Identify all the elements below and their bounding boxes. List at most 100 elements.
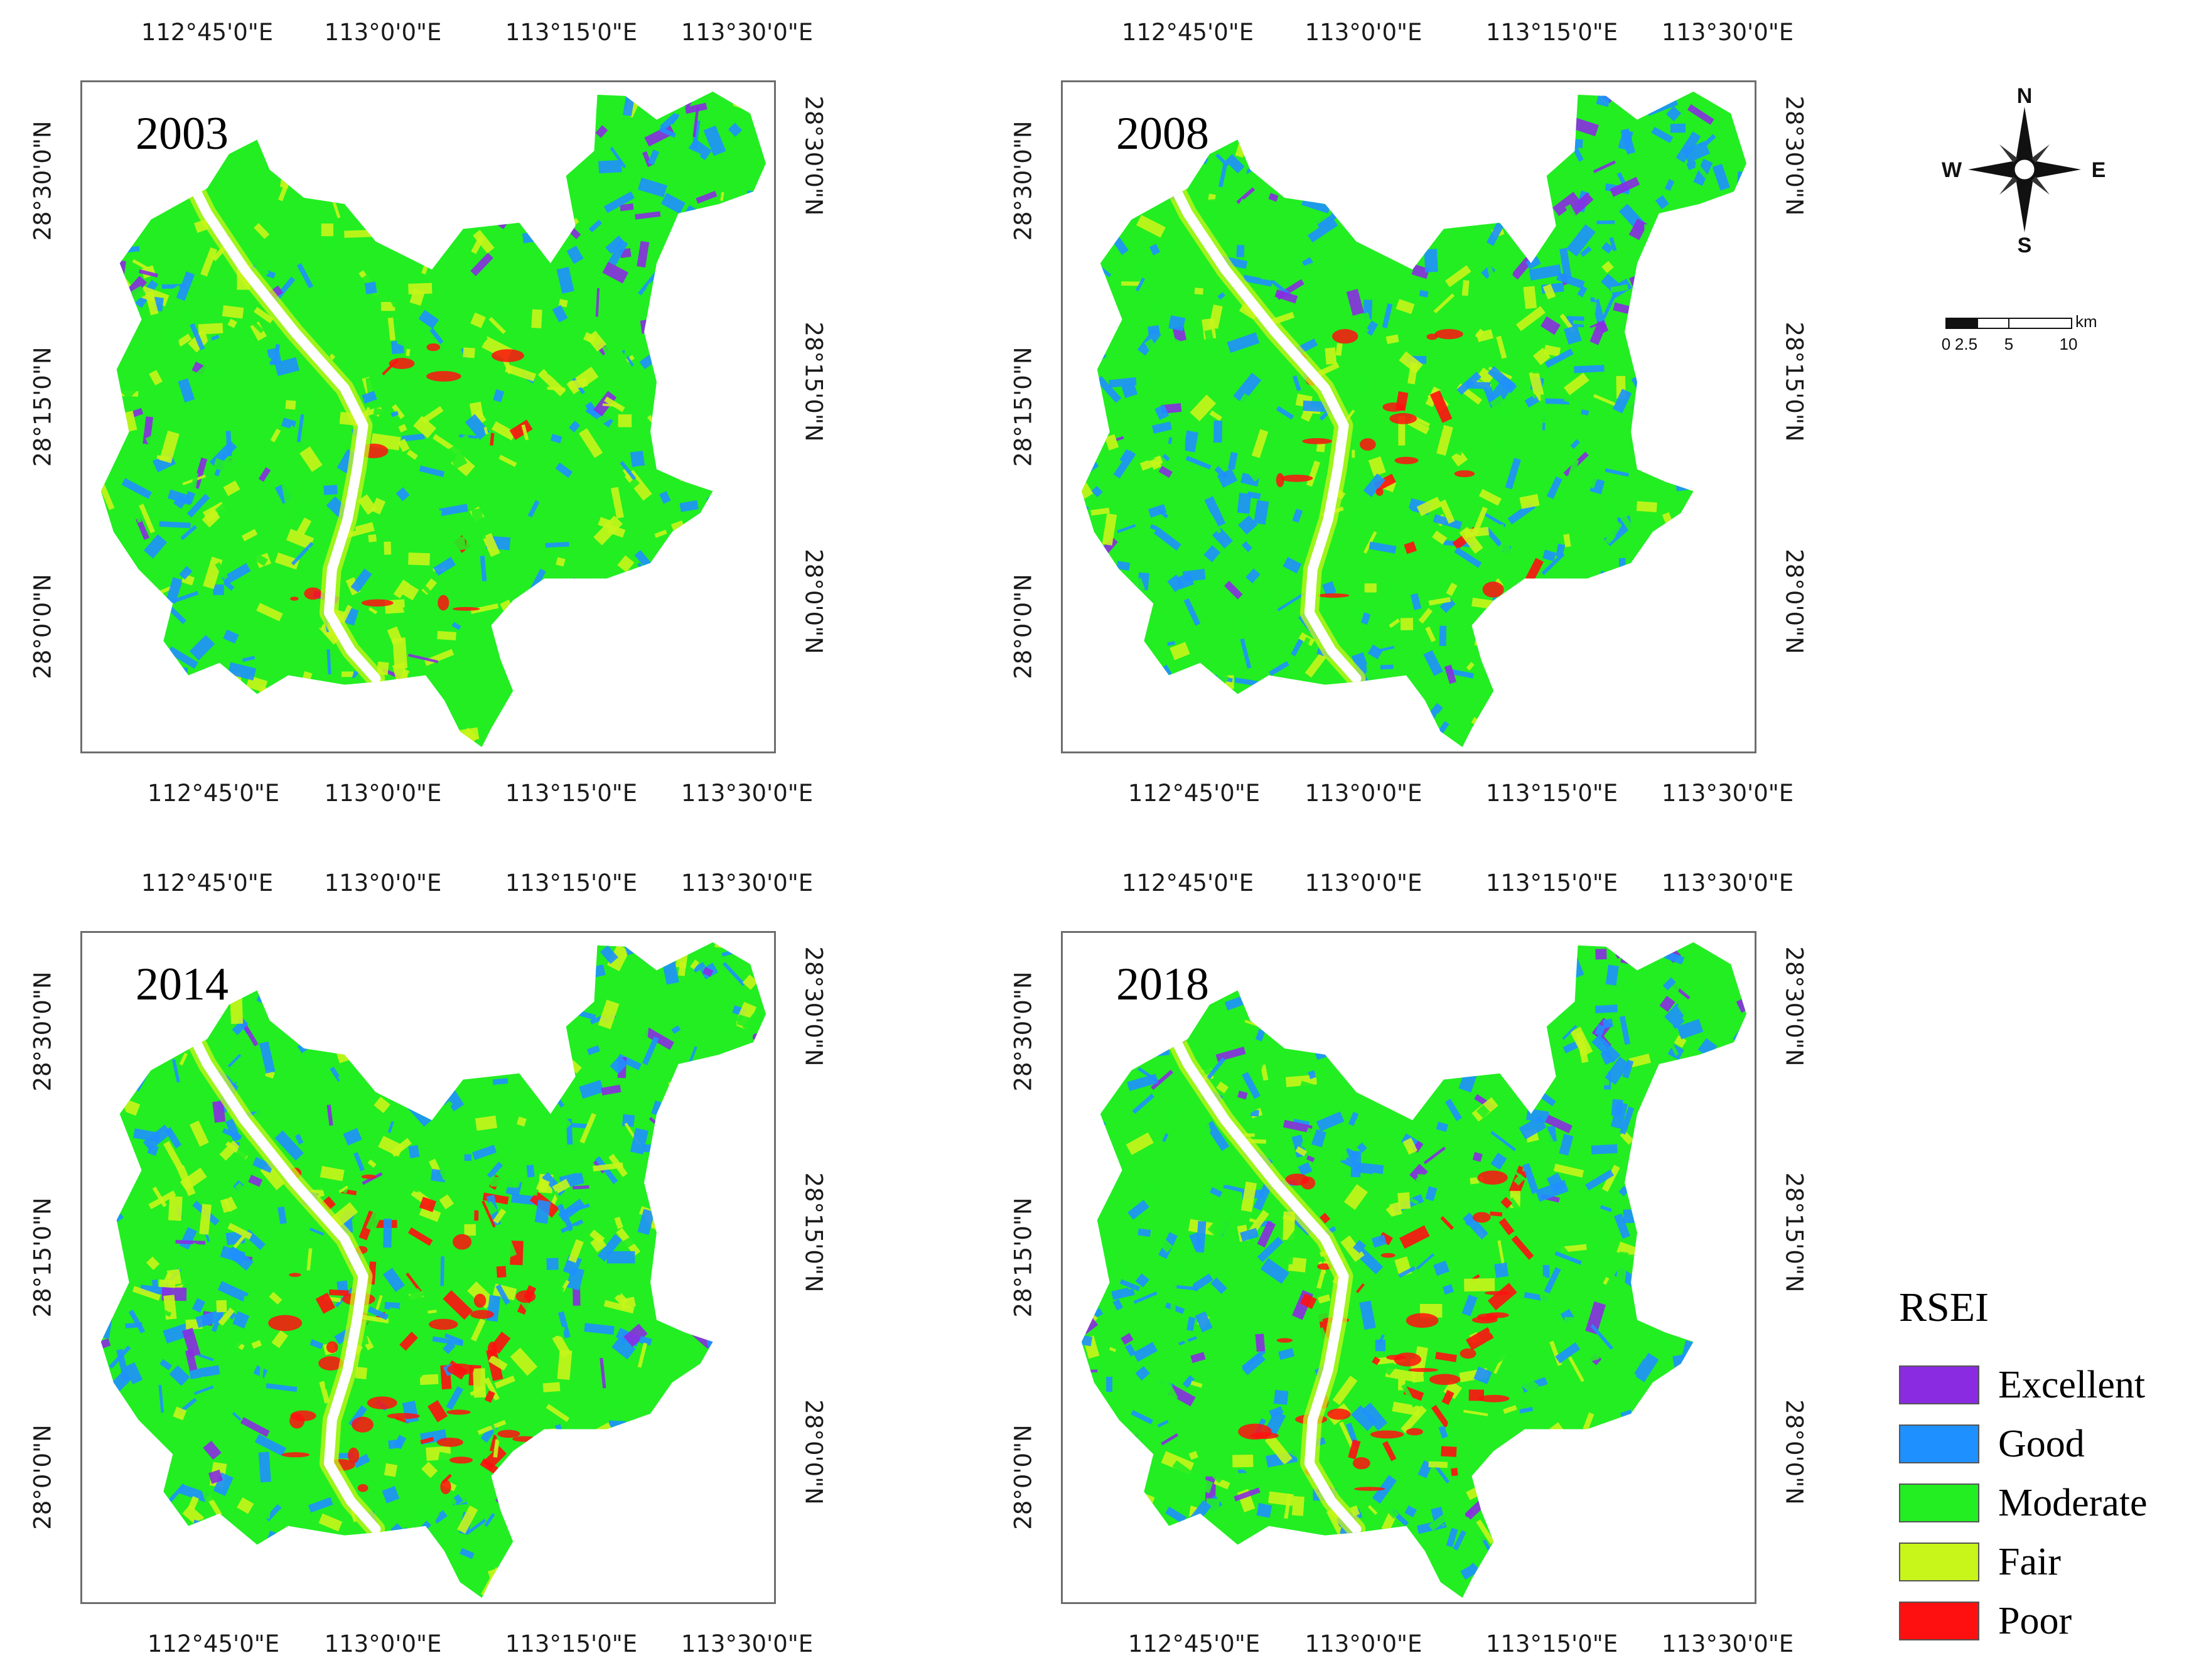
longitude-tick-bottom: 113°15'0"E (505, 780, 638, 807)
latitude-tick-left: 28°15'0"N (1009, 1197, 1037, 1318)
latitude-tick-right: 28°15'0"N (800, 1172, 827, 1293)
panel-year-label: 2008 (1116, 108, 1209, 159)
latitude-tick-right: 28°0'0"N (800, 549, 827, 654)
latitude-tick-left: 28°0'0"N (1009, 574, 1037, 679)
longitude-tick-bottom: 113°30'0"E (1661, 1630, 1794, 1657)
map-panel-2008: 2008 (1061, 80, 1756, 753)
panel-year-label: 2014 (136, 959, 229, 1010)
latitude-tick-left: 28°0'0"N (29, 1424, 56, 1530)
latitude-tick-left: 28°15'0"N (29, 1197, 56, 1318)
north-arrow-compass-icon: N S W E (1937, 84, 2112, 257)
longitude-tick-top: 113°15'0"E (1485, 19, 1618, 46)
latitude-tick-right: 28°15'0"N (800, 321, 827, 442)
legend-item: Poor (1899, 1599, 2188, 1643)
compass-east-label: E (2092, 158, 2106, 182)
legend-label: Good (1998, 1422, 2085, 1465)
longitude-tick-bottom: 113°0'0"E (324, 780, 442, 807)
compass-north-label: N (2017, 88, 2033, 108)
river (1170, 1034, 1362, 1534)
latitude-tick-right: 28°0'0"N (1780, 549, 1808, 654)
rsei-map (1081, 91, 1746, 748)
rsei-map (100, 91, 766, 748)
latitude-tick-left: 28°15'0"N (29, 347, 56, 467)
longitude-tick-bottom: 113°30'0"E (680, 780, 814, 807)
longitude-tick-bottom: 112°45'0"E (147, 780, 280, 807)
longitude-tick-bottom: 113°15'0"E (505, 1630, 638, 1657)
scale-label: 5 (2004, 335, 2013, 353)
legend-swatch (1899, 1424, 1979, 1463)
longitude-tick-top: 113°30'0"E (1661, 870, 1794, 897)
longitude-tick-bottom: 112°45'0"E (1127, 1630, 1261, 1657)
scale-unit: km (2075, 312, 2097, 331)
map-panel-2003: 2003 (80, 80, 776, 753)
longitude-tick-bottom: 113°30'0"E (680, 1630, 814, 1657)
region-base (100, 91, 766, 748)
legend: RSEI Excellent Good Moderate Fair Poor (1899, 1284, 2188, 1658)
legend-title: RSEI (1899, 1284, 1989, 1330)
legend-item: Fair (1899, 1540, 2188, 1584)
river (190, 1034, 381, 1534)
longitude-tick-bottom: 113°15'0"E (1485, 780, 1618, 807)
longitude-tick-top: 113°0'0"E (324, 870, 442, 897)
scale-bar: km 0 2.5 5 10 (1940, 311, 2103, 367)
legend-swatch (1899, 1483, 1979, 1522)
latitude-tick-left: 28°30'0"N (1009, 971, 1037, 1092)
legend-label: Fair (1998, 1540, 2061, 1583)
longitude-tick-top: 113°30'0"E (1661, 19, 1794, 46)
legend-swatch (1899, 1602, 1979, 1640)
map-panel-2014: 2014 (80, 931, 776, 1604)
longitude-tick-bottom: 113°15'0"E (1485, 1630, 1618, 1657)
legend-item: Good (1899, 1422, 2188, 1466)
map-panel-2018: 2018 (1061, 931, 1756, 1604)
longitude-tick-top: 113°30'0"E (680, 19, 814, 46)
compass-west-label: W (1942, 158, 1962, 182)
longitude-tick-bottom: 112°45'0"E (1127, 780, 1261, 807)
longitude-tick-top: 113°0'0"E (1304, 19, 1423, 46)
rsei-map (1081, 942, 1746, 1598)
longitude-tick-top: 112°45'0"E (1121, 870, 1254, 897)
scale-label: 0 (1942, 335, 1950, 353)
scale-label: 10 (2060, 335, 2078, 353)
legend-item: Moderate (1899, 1481, 2188, 1525)
longitude-tick-top: 112°45'0"E (141, 19, 274, 46)
latitude-tick-left: 28°0'0"N (29, 574, 56, 679)
legend-swatch (1899, 1543, 1979, 1581)
legend-label: Excellent (1998, 1363, 2146, 1406)
rsei-map (100, 942, 766, 1598)
panel-year-label: 2003 (136, 108, 229, 159)
latitude-tick-right: 28°30'0"N (1780, 946, 1808, 1067)
latitude-tick-right: 28°0'0"N (800, 1399, 827, 1505)
longitude-tick-bottom: 113°0'0"E (1304, 1630, 1423, 1657)
compass-south-label: S (2018, 234, 2032, 257)
latitude-tick-left: 28°0'0"N (1009, 1424, 1037, 1530)
latitude-tick-right: 28°15'0"N (1780, 321, 1808, 442)
legend-label: Poor (1998, 1599, 2072, 1642)
legend-item: Excellent (1899, 1363, 2188, 1407)
longitude-tick-top: 113°15'0"E (1485, 870, 1618, 897)
latitude-tick-right: 28°30'0"N (1780, 95, 1808, 216)
latitude-tick-right: 28°30'0"N (800, 95, 827, 216)
longitude-tick-top: 113°0'0"E (1304, 870, 1423, 897)
longitude-tick-top: 113°30'0"E (680, 870, 814, 897)
latitude-tick-left: 28°30'0"N (1009, 121, 1037, 241)
longitude-tick-top: 112°45'0"E (1121, 19, 1254, 46)
latitude-tick-left: 28°15'0"N (1009, 347, 1037, 467)
legend-label: Moderate (1998, 1481, 2148, 1524)
longitude-tick-top: 113°15'0"E (505, 19, 638, 46)
longitude-tick-bottom: 113°0'0"E (1304, 780, 1423, 807)
latitude-tick-left: 28°30'0"N (29, 121, 56, 241)
latitude-tick-right: 28°15'0"N (1780, 1172, 1808, 1293)
panel-year-label: 2018 (1116, 959, 1209, 1010)
longitude-tick-top: 112°45'0"E (141, 870, 274, 897)
legend-swatch (1899, 1365, 1979, 1404)
longitude-tick-top: 113°15'0"E (505, 870, 638, 897)
longitude-tick-bottom: 113°30'0"E (1661, 780, 1794, 807)
latitude-tick-right: 28°30'0"N (800, 946, 827, 1067)
scale-label: 2.5 (1955, 335, 1977, 353)
latitude-tick-right: 28°0'0"N (1780, 1399, 1808, 1505)
latitude-tick-left: 28°30'0"N (29, 971, 56, 1092)
longitude-tick-top: 113°0'0"E (324, 19, 442, 46)
longitude-tick-bottom: 113°0'0"E (324, 1630, 442, 1657)
river (190, 183, 381, 684)
